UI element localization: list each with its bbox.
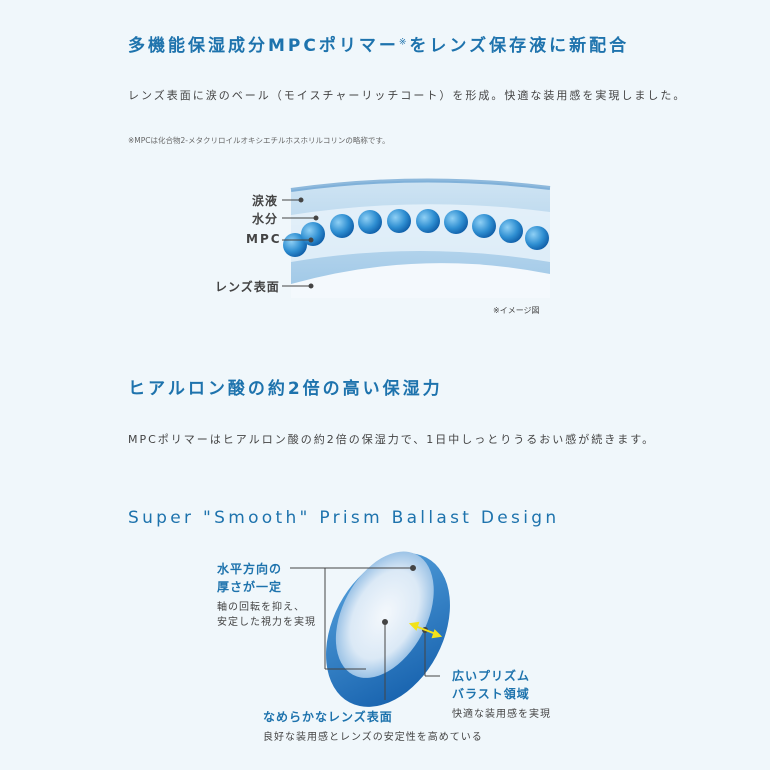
lens-diagram [290,551,450,707]
label-water: 水分 [252,212,279,226]
callout-desc: 快適な装用感を実現 [452,709,551,720]
label-mpc: MPC [246,232,282,246]
footnote-mark: ※ [398,37,410,48]
section1-title: 多機能保湿成分MPCポリマー※をレンズ保存液に新配合 [128,31,629,56]
callout-title: 広いプリズム [452,669,531,683]
mpc-diagram [282,178,551,298]
callout-title: なめらかなレンズ表面 [263,710,393,724]
callout-title: 厚さが一定 [217,580,283,594]
section3-title: Super "Smooth" Prism Ballast Design [128,508,560,528]
callout-horizontal-thickness: 水平方向の 厚さが一定 軸の回転を抑え、 安定した視力を実現 [217,560,316,630]
callout-desc: 良好な装用感とレンズの安定性を高めている [263,732,483,743]
mpc-spheres [283,209,549,257]
callout-title: 水平方向の [217,562,283,576]
title-part: をレンズ保存液に新配合 [409,36,630,56]
section1-note: ※MPCは化合物2-メタクリロイルオキシエチルホスホリルコリンの略称です。 [128,136,390,145]
section1-body: レンズ表面に涙のベール（モイスチャーリッチコート）を形成。快適な装用感を実現しま… [128,89,687,102]
section2-body: MPCポリマーはヒアルロン酸の約2倍の保湿力で、1日中しっとりうるおい感が続きま… [128,433,656,446]
thickness-arrow-icon [408,621,443,639]
callout-desc: 軸の回転を抑え、 [217,602,305,613]
label-tears: 涙液 [252,194,279,208]
image-caption: ※イメージ図 [493,306,540,315]
callout-smooth-surface: なめらかなレンズ表面 良好な装用感とレンズの安定性を高めている [263,708,483,745]
callout-prism-ballast: 広いプリズム バラスト領域 快適な装用感を実現 [452,667,551,722]
title-part: 多機能保湿成分MPCポリマー [128,36,399,56]
callout-title: バラスト領域 [452,687,530,701]
callout-desc: 安定した視力を実現 [217,617,316,628]
label-lens-surface: レンズ表面 [215,280,280,294]
section2-title: ヒアルロン酸の約2倍の高い保湿力 [128,379,443,399]
